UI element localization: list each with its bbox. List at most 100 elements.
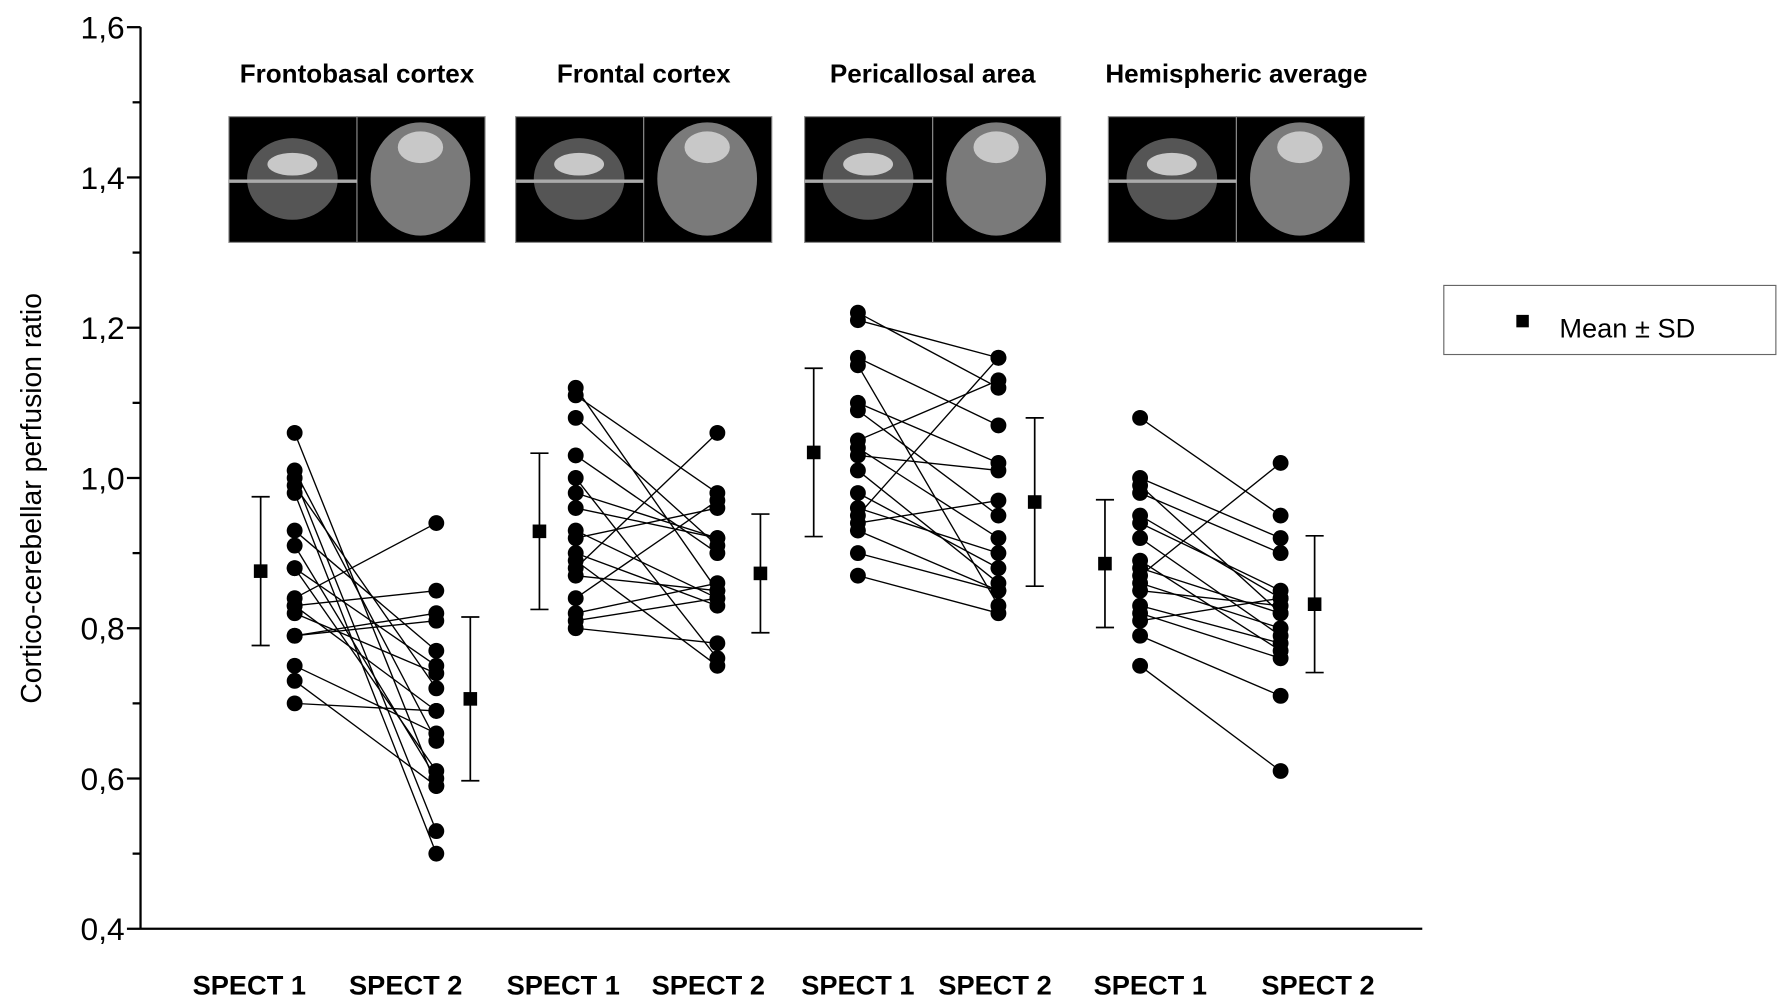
pair-line: [575, 454, 718, 554]
x-category-label: SPECT 1: [193, 969, 306, 999]
pair-line: [1139, 605, 1281, 644]
dot: [1272, 635, 1289, 652]
dot: [567, 470, 584, 486]
pair-line: [294, 702, 437, 712]
pair-line: [575, 552, 718, 607]
dot: [990, 530, 1007, 547]
x-category-label: SPECT 2: [652, 969, 765, 999]
dot: [1132, 627, 1149, 644]
pair-line: [294, 485, 437, 689]
pair-line: [857, 529, 999, 592]
dot: [709, 590, 726, 607]
dot: [990, 349, 1007, 366]
pair-line: [575, 529, 718, 599]
dot: [567, 485, 584, 501]
dot: [849, 447, 866, 464]
pair-line: [1139, 612, 1281, 659]
mean-marker: [1027, 495, 1042, 509]
pair-line: [857, 379, 999, 442]
mean-marker: [753, 566, 768, 581]
pair-line: [857, 574, 999, 614]
brain-shape: [657, 122, 758, 236]
dot: [849, 312, 866, 329]
dot: [709, 575, 726, 592]
brain-shape: [533, 138, 625, 220]
y-axis-label: Cortico-cerebellar perfusion ratio: [16, 293, 48, 704]
pair-line: [575, 477, 718, 659]
legend-marker: [1516, 314, 1529, 328]
dot: [428, 702, 445, 719]
x-category-label: SPECT 1: [1094, 969, 1207, 999]
pair-line: [857, 499, 999, 524]
dot: [428, 823, 445, 840]
dot: [286, 537, 303, 554]
x-category-label: SPECT 1: [507, 969, 620, 999]
pair-line: [294, 620, 437, 637]
pair-line: [1139, 567, 1281, 614]
x-category-label: SPECT 1: [801, 969, 914, 999]
pair-line: [575, 627, 718, 644]
dot: [286, 657, 303, 674]
pair-line: [575, 492, 718, 539]
dot: [1272, 763, 1289, 779]
dot: [567, 590, 584, 607]
dot: [286, 522, 303, 539]
pair-line: [575, 387, 718, 592]
brain-highlight: [397, 131, 444, 164]
pair-line: [1139, 665, 1282, 772]
dot: [1132, 530, 1149, 547]
pair-line: [1139, 522, 1281, 592]
pair-line: [575, 507, 718, 539]
dot: [428, 582, 445, 599]
dot: [1272, 620, 1289, 637]
dot: [428, 665, 445, 682]
pair-line: [294, 432, 437, 787]
x-category-label: SPECT 2: [1261, 969, 1374, 999]
dot: [709, 424, 726, 441]
dot: [1272, 650, 1289, 667]
y-tick-label: 0,8: [81, 611, 125, 647]
x-category-label: SPECT 2: [938, 969, 1051, 999]
mean-marker: [463, 692, 478, 706]
dot: [990, 582, 1007, 599]
dot: [990, 372, 1007, 389]
group-title: Frontobasal cortex: [240, 59, 475, 89]
pair-line: [1140, 590, 1281, 607]
x-category-label: SPECT 2: [349, 969, 462, 999]
dot: [849, 545, 866, 562]
pair-line: [575, 597, 718, 622]
dot: [428, 845, 445, 862]
brain-highlight: [1277, 131, 1323, 164]
pair-line: [1139, 417, 1282, 517]
dot: [567, 387, 584, 404]
pair-line: [575, 499, 718, 599]
brain-shape: [822, 138, 914, 220]
mean-marker: [1307, 597, 1322, 611]
pair-line: [294, 590, 437, 607]
group-title: Pericallosal area: [830, 59, 1036, 89]
dot: [1132, 612, 1149, 629]
pair-line: [857, 447, 999, 539]
brain-shape: [370, 122, 471, 236]
mean-marker: [1098, 556, 1112, 571]
pair-line: [857, 357, 999, 516]
dot: [428, 725, 445, 742]
dot: [849, 402, 866, 419]
pair-line: [575, 560, 718, 667]
pair-line: [1139, 484, 1282, 614]
brain-shape: [946, 122, 1047, 236]
dot: [990, 492, 1007, 509]
dot: [428, 680, 445, 697]
pair-line: [857, 469, 999, 584]
pair-line: [294, 680, 437, 787]
brain-highlight: [554, 152, 605, 176]
dot: [1272, 507, 1289, 524]
pair-line: [294, 612, 437, 674]
pair-line: [857, 454, 999, 472]
pair-line: [575, 432, 718, 569]
dot: [990, 507, 1007, 524]
mean-marker: [253, 564, 268, 578]
dot: [428, 515, 445, 531]
dot: [1272, 530, 1289, 547]
